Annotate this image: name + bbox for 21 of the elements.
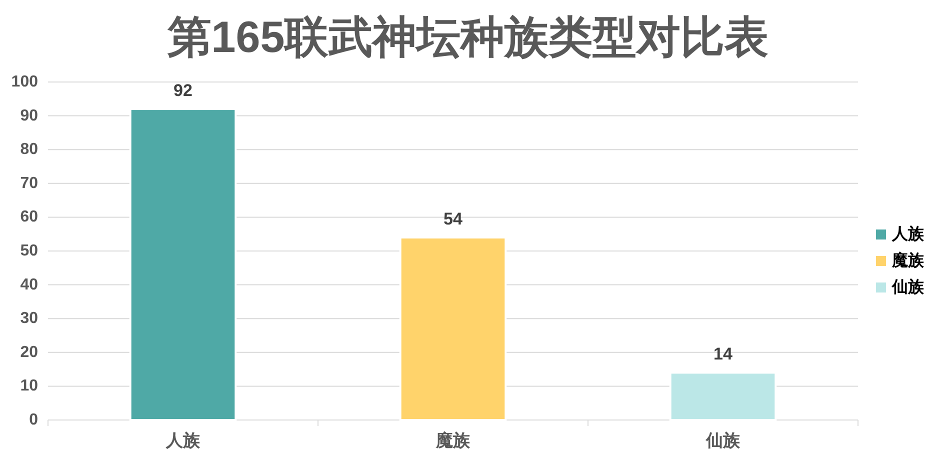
x-tick-label: 仙族 [705,431,741,450]
y-tick-label: 100 [11,74,38,90]
y-tick-label: 10 [20,378,38,395]
x-tick-label: 人族 [165,431,201,450]
y-tick-label: 60 [20,208,38,226]
x-tick-label: 魔族 [435,431,471,450]
data-label: 54 [444,209,463,228]
legend-label: 人族 [891,225,925,243]
y-tick-label: 30 [20,310,38,328]
y-tick-label: 0 [29,412,38,428]
y-tick-label: 80 [20,141,38,158]
y-tick-label: 90 [20,107,38,124]
legend-label: 仙族 [891,278,925,296]
y-tick-label: 50 [20,242,38,260]
data-label: 14 [714,344,733,364]
y-tick-label: 70 [20,174,38,192]
y-tick-label: 20 [20,344,38,361]
title: 第165联武神坛种族类型对比表 [167,13,769,62]
legend-label: 魔族 [891,252,925,270]
data-label: 92 [174,81,192,100]
y-tick-label: 40 [20,276,38,294]
